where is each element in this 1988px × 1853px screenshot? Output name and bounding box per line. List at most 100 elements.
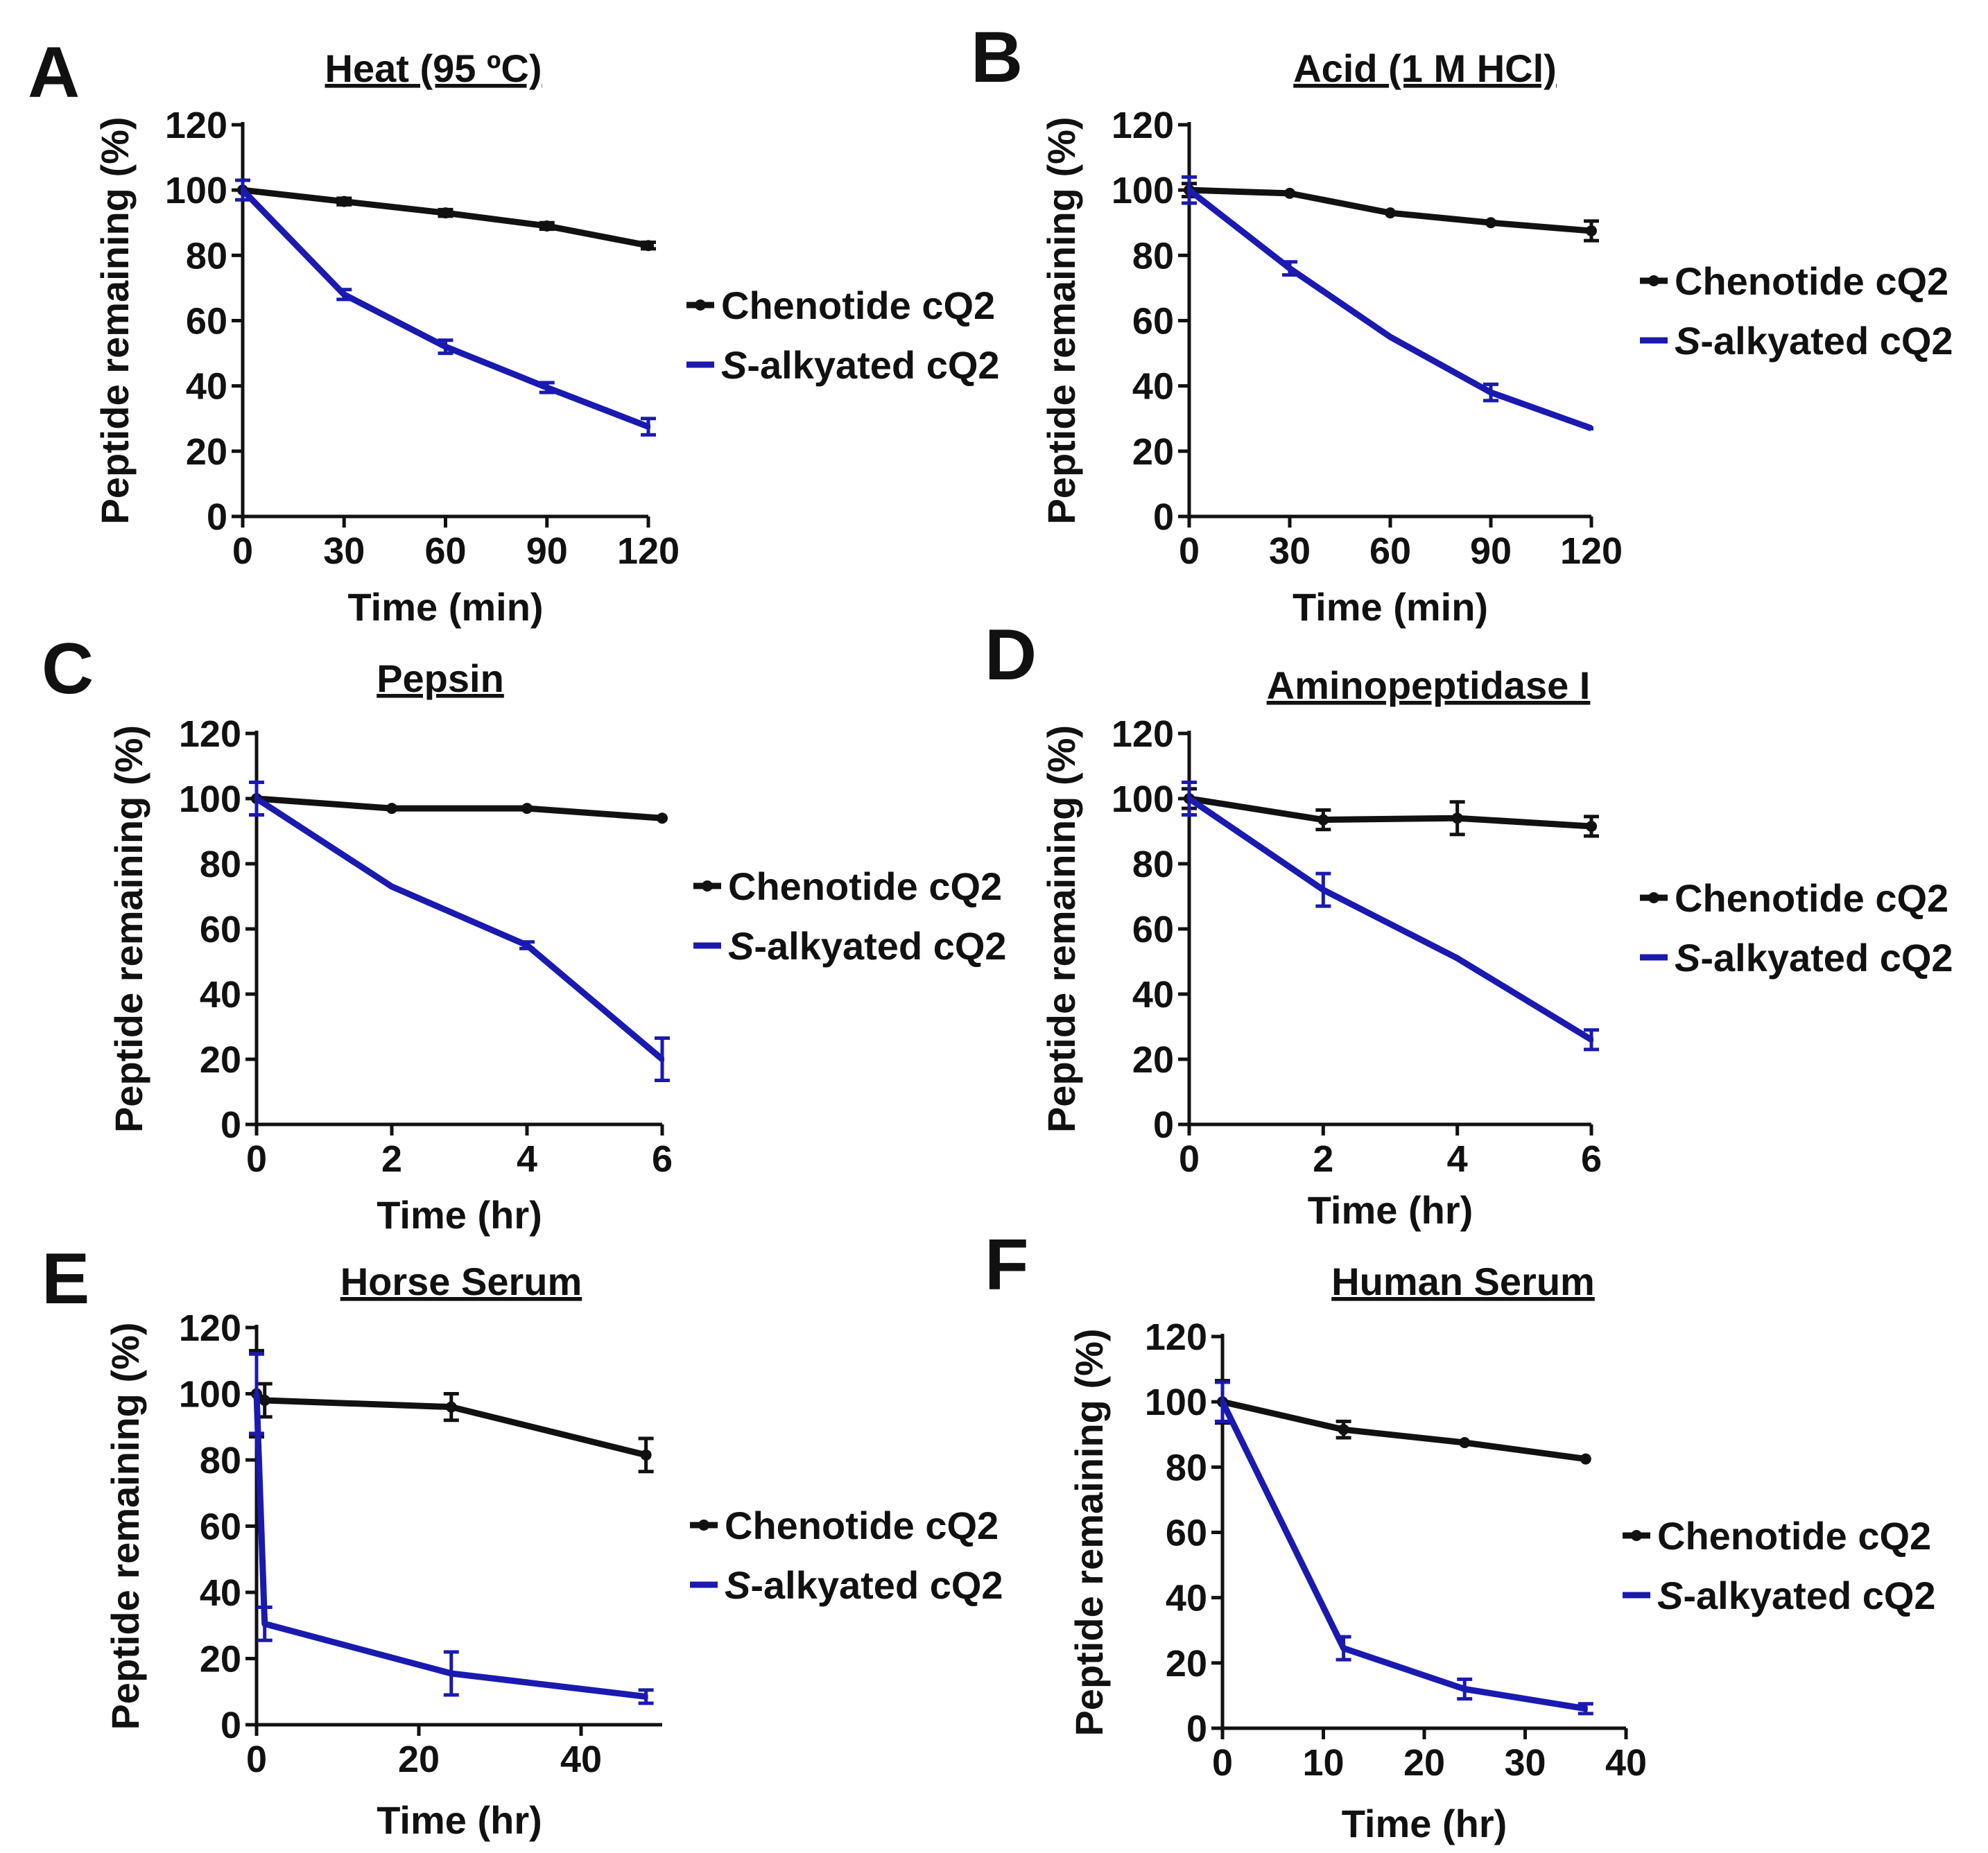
series-s-alkyated	[1182, 781, 1599, 1052]
data-point	[1388, 335, 1392, 340]
series-line	[253, 1393, 647, 1700]
y-tick-label: 100	[1112, 170, 1174, 211]
data-point	[342, 292, 347, 297]
x-tick-label: 30	[323, 530, 365, 572]
data-point	[386, 803, 397, 815]
panel-a: A Heat (95 ºC) 0 20 40 60 80 100 120 0 30 60 90 120 Ti…	[28, 33, 1000, 629]
data-point	[443, 345, 448, 349]
y-tick-label: 100	[165, 170, 227, 211]
data-point	[1187, 797, 1191, 801]
legend-label: S-alkyated cQ2	[1657, 1574, 1936, 1617]
panel-letter: A	[28, 33, 80, 113]
panel-letter: F	[985, 1225, 1029, 1305]
series-line	[1221, 1398, 1587, 1463]
series-line	[1187, 796, 1593, 1043]
legend-marker	[695, 299, 706, 311]
data-point	[657, 812, 668, 824]
legend: Chenotide cQ2 S-alkyated cQ2	[1623, 1514, 1936, 1617]
data-point	[449, 1671, 453, 1676]
legend-marker	[698, 1520, 709, 1531]
data-point	[1220, 1400, 1225, 1404]
y-tick-label: 40	[1166, 1578, 1207, 1619]
x-tick-label: 0	[1212, 1742, 1233, 1784]
legend-label: S-alkyated cQ2	[721, 343, 1000, 387]
legend-label: Chenotide cQ2	[728, 864, 1002, 908]
x-tick-label: 10	[1302, 1742, 1344, 1784]
y-tick-label: 40	[200, 974, 241, 1016]
x-tick-label: 30	[1504, 1742, 1546, 1784]
legend-label: Chenotide cQ2	[1675, 259, 1948, 303]
data-point	[1187, 188, 1191, 193]
data-point	[1338, 1424, 1349, 1436]
data-point	[1341, 1646, 1346, 1651]
legend-label: Chenotide cQ2	[725, 1504, 999, 1547]
legend-label: Chenotide cQ2	[1657, 1514, 1931, 1558]
data-point	[1385, 207, 1396, 219]
x-tick-label: 4	[517, 1138, 537, 1180]
data-point	[1586, 225, 1597, 237]
y-tick-label: 100	[179, 1374, 241, 1416]
legend-label: S-alkyated cQ2	[1675, 936, 1953, 980]
y-tick-label: 120	[165, 105, 227, 146]
panel-title: Acid (1 M HCl)	[1293, 46, 1557, 90]
data-point	[646, 424, 650, 429]
x-tick-label: 40	[1605, 1742, 1647, 1784]
panel-d: D Aminopeptidase I 0 20 40 60 80 100 120 0 2 4 6 Time…	[985, 615, 1953, 1232]
legend: Chenotide cQ2 S-alkyated cQ2	[693, 864, 1007, 968]
panel-f: F Human Serum 0 20 40 60 80 100 120 0 10 20 30 40 Time…	[985, 1225, 1936, 1845]
data-point	[1586, 820, 1597, 832]
series-chenotide	[1182, 787, 1599, 838]
legend-label: Chenotide cQ2	[721, 284, 995, 327]
y-tick-label: 40	[1132, 974, 1174, 1016]
x-axis-title: Time (hr)	[377, 1798, 542, 1842]
y-tick-label: 0	[1186, 1708, 1207, 1750]
legend-marker	[1631, 1530, 1642, 1541]
y-tick-label: 60	[1132, 301, 1174, 342]
y-tick-label: 20	[1132, 431, 1174, 473]
data-point	[390, 884, 394, 889]
y-tick-label: 120	[179, 1307, 241, 1349]
y-tick-label: 0	[221, 1104, 241, 1146]
x-axis-title: Time (min)	[1293, 585, 1488, 629]
y-tick-label: 20	[200, 1639, 241, 1680]
x-tick-label: 120	[617, 530, 680, 572]
panel-title: Human Serum	[1331, 1260, 1595, 1303]
series-s-alkyated	[249, 1352, 654, 1705]
data-point	[1455, 956, 1460, 961]
y-tick-label: 120	[1112, 713, 1174, 755]
data-point	[254, 1391, 259, 1396]
x-tick-label: 90	[526, 530, 568, 572]
x-axis-title: Time (hr)	[1308, 1188, 1473, 1232]
legend: Chenotide cQ2 S-alkyated cQ2	[1640, 259, 1953, 363]
data-point	[1321, 887, 1326, 892]
data-point	[640, 1449, 652, 1461]
x-tick-label: 90	[1470, 530, 1512, 572]
x-tick-label: 6	[652, 1138, 673, 1180]
data-point	[1489, 390, 1493, 395]
y-tick-label: 60	[1132, 909, 1174, 950]
y-tick-label: 40	[1132, 366, 1174, 408]
data-point	[262, 1621, 267, 1626]
legend: Chenotide cQ2 S-alkyated cQ2	[690, 1504, 1003, 1607]
data-point	[525, 943, 529, 948]
data-point	[1583, 1706, 1588, 1711]
data-point	[254, 797, 259, 801]
y-tick-label: 100	[1112, 778, 1174, 820]
x-tick-label: 2	[381, 1138, 402, 1180]
panel-letter: C	[42, 629, 94, 709]
data-point	[1462, 1687, 1467, 1691]
x-tick-label: 0	[1179, 1138, 1200, 1180]
y-tick-label: 20	[1132, 1039, 1174, 1081]
y-tick-label: 60	[200, 909, 241, 950]
legend: Chenotide cQ2 S-alkyated cQ2	[1640, 876, 1953, 980]
data-point	[445, 1401, 457, 1413]
y-tick-label: 60	[186, 301, 227, 342]
data-point	[338, 195, 350, 207]
y-tick-label: 60	[1166, 1513, 1207, 1554]
legend-label: S-alkyated cQ2	[728, 924, 1007, 968]
y-axis-title: Peptide remaining (%)	[103, 1322, 147, 1730]
y-tick-label: 0	[207, 496, 227, 538]
data-point	[541, 220, 553, 232]
y-tick-label: 100	[179, 778, 241, 820]
